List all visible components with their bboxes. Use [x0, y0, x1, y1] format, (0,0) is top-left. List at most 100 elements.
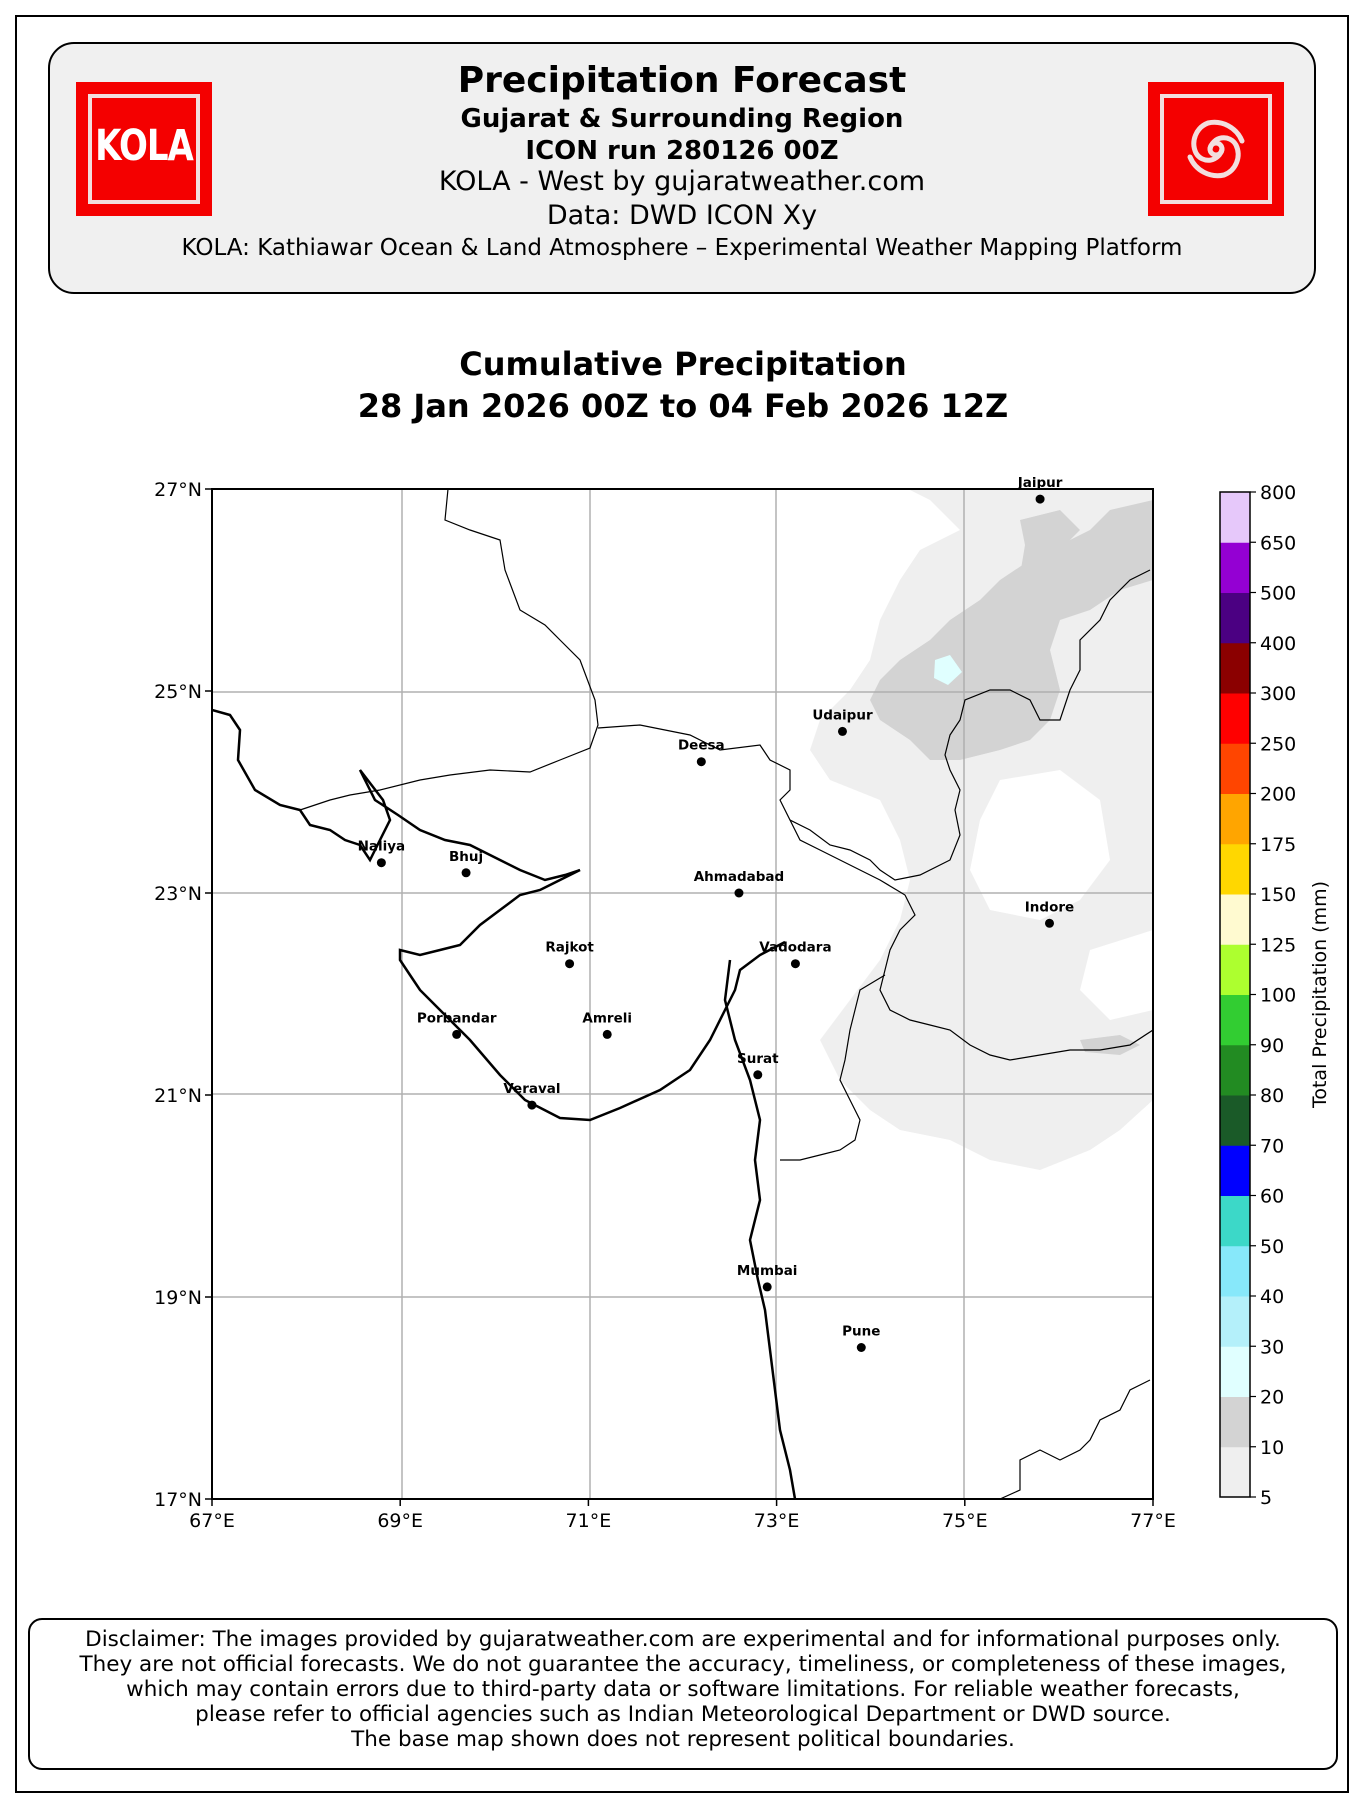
colorbar-segment — [1220, 994, 1250, 1046]
credit-line: KOLA - West by gujaratweather.com — [438, 166, 926, 197]
city-label: Naliya — [358, 839, 406, 855]
colorbar-tick-label: 10 — [1260, 1437, 1284, 1459]
disclaimer-line: Disclaimer: The images provided by gujar… — [85, 1627, 1281, 1652]
city-marker — [565, 959, 575, 969]
city-label: Mumbai — [737, 1263, 798, 1279]
map-period: 28 Jan 2026 00Z to 04 Feb 2026 12Z — [357, 387, 1009, 425]
city-label: Bhuj — [449, 849, 483, 865]
colorbar-segment — [1220, 693, 1250, 744]
kola-logo-text: KOLA — [95, 121, 194, 171]
city-label: Pune — [842, 1324, 880, 1340]
colorbar-segment — [1220, 1145, 1250, 1196]
boundaries — [212, 489, 1153, 1499]
map-gridlines — [212, 489, 1153, 1499]
city-label: Jaipur — [1017, 475, 1063, 491]
colorbar-segment — [1220, 492, 1250, 543]
colorbar-segment — [1220, 1044, 1250, 1096]
cyclone-icon — [1187, 119, 1245, 179]
colorbar-tick-label: 70 — [1260, 1135, 1284, 1157]
colorbar-tick-label: 400 — [1260, 633, 1296, 655]
colorbar-tick-label: 30 — [1260, 1336, 1284, 1358]
colorbar-segment — [1220, 743, 1250, 794]
lon-tick-label: 77°E — [1130, 1510, 1176, 1532]
colorbar-segment — [1220, 1396, 1250, 1448]
colorbar-tick-label: 5 — [1260, 1487, 1272, 1509]
page-title: Precipitation Forecast — [457, 60, 907, 101]
disclaimer-line: which may contain errors due to third-pa… — [126, 1677, 1240, 1702]
colorbar-tick-label: 150 — [1260, 884, 1296, 906]
colorbar-tick-label: 175 — [1260, 834, 1296, 856]
city-label: Ahmadabad — [694, 869, 784, 885]
disclaimer-line: please refer to official agencies such a… — [195, 1702, 1171, 1727]
page-frame — [15, 15, 1349, 1793]
lon-tick-label: 75°E — [942, 1510, 988, 1532]
city-marker — [696, 757, 706, 767]
colorbar-segment — [1220, 1296, 1250, 1347]
colorbar-label: Total Precipitation (mm) — [1309, 881, 1331, 1109]
city-label: Veraval — [503, 1081, 560, 1097]
colorbar-segment — [1220, 592, 1250, 644]
city-marker — [461, 868, 471, 878]
colorbar-segment — [1220, 542, 1250, 593]
city-marker — [376, 858, 386, 868]
cyclone-logo — [1148, 82, 1284, 216]
lat-tick-label: 25°N — [154, 681, 202, 703]
city-marker — [602, 1029, 612, 1039]
city-marker — [527, 1100, 537, 1110]
colorbar-tick-label: 500 — [1260, 583, 1296, 605]
city-marker — [1035, 494, 1045, 504]
disclaimer-line: The base map shown does not represent po… — [351, 1727, 1015, 1752]
city-label: Porbandar — [417, 1010, 497, 1026]
lat-tick-label: 19°N — [154, 1287, 202, 1309]
lat-tick-label: 21°N — [154, 1085, 202, 1107]
disclaimer-line: They are not official forecasts. We do n… — [79, 1652, 1287, 1677]
colorbar-tick-label: 80 — [1260, 1085, 1284, 1107]
colorbar-tick-label: 20 — [1260, 1387, 1284, 1409]
city-marker — [856, 1343, 866, 1352]
city-label: Indore — [1025, 899, 1074, 915]
city-label: Surat — [737, 1051, 779, 1067]
lon-tick-label: 67°E — [189, 1510, 235, 1532]
colorbar-tick-label: 50 — [1260, 1236, 1284, 1258]
city-label: Vadodara — [759, 940, 831, 956]
city-marker — [753, 1070, 763, 1080]
colorbar-segment — [1220, 1095, 1250, 1146]
colorbar-segment — [1220, 1346, 1250, 1397]
colorbar-segment — [1220, 1195, 1250, 1247]
precipitation-shading — [810, 490, 1153, 1170]
disclaimer-box: Disclaimer: The images provided by gujar… — [28, 1618, 1338, 1770]
run-subtitle: ICON run 280126 00Z — [525, 136, 839, 166]
colorbar-segment — [1220, 642, 1250, 694]
lon-tick-label: 73°E — [754, 1510, 800, 1532]
kola-logo: KOLA — [76, 82, 212, 216]
colorbar-tick-label: 300 — [1260, 683, 1296, 705]
colorbar-tick-label: 100 — [1260, 985, 1296, 1007]
city-marker — [790, 959, 800, 969]
colorbar-segment — [1220, 843, 1250, 895]
lat-tick-label: 27°N — [154, 479, 202, 501]
city-marker — [762, 1282, 772, 1292]
data-source-line: Data: DWD ICON Xy — [546, 200, 818, 231]
city-marker — [734, 888, 744, 898]
colorbar-segment — [1220, 1245, 1250, 1297]
lon-tick-label: 69°E — [377, 1510, 423, 1532]
city-marker — [837, 726, 847, 736]
region-subtitle: Gujarat & Surrounding Region — [460, 104, 904, 134]
city-marker — [452, 1029, 462, 1039]
lat-tick-label: 23°N — [154, 883, 202, 905]
lon-tick-label: 71°E — [566, 1510, 612, 1532]
city-label: Rajkot — [545, 940, 594, 956]
city-label: Udaipur — [812, 707, 873, 723]
lat-tick-label: 17°N — [154, 1489, 202, 1511]
city-label: Amreli — [582, 1010, 632, 1026]
colorbar-segment — [1220, 793, 1250, 845]
colorbar-segment — [1220, 894, 1250, 945]
colorbar-tick-label: 90 — [1260, 1035, 1284, 1057]
header-panel — [48, 42, 1316, 294]
city-marker — [1044, 918, 1054, 928]
colorbar-tick-label: 200 — [1260, 784, 1296, 806]
colorbar-tick-label: 40 — [1260, 1286, 1284, 1308]
map-title: Cumulative Precipitation — [459, 345, 907, 383]
colorbar-segment — [1220, 1446, 1250, 1498]
